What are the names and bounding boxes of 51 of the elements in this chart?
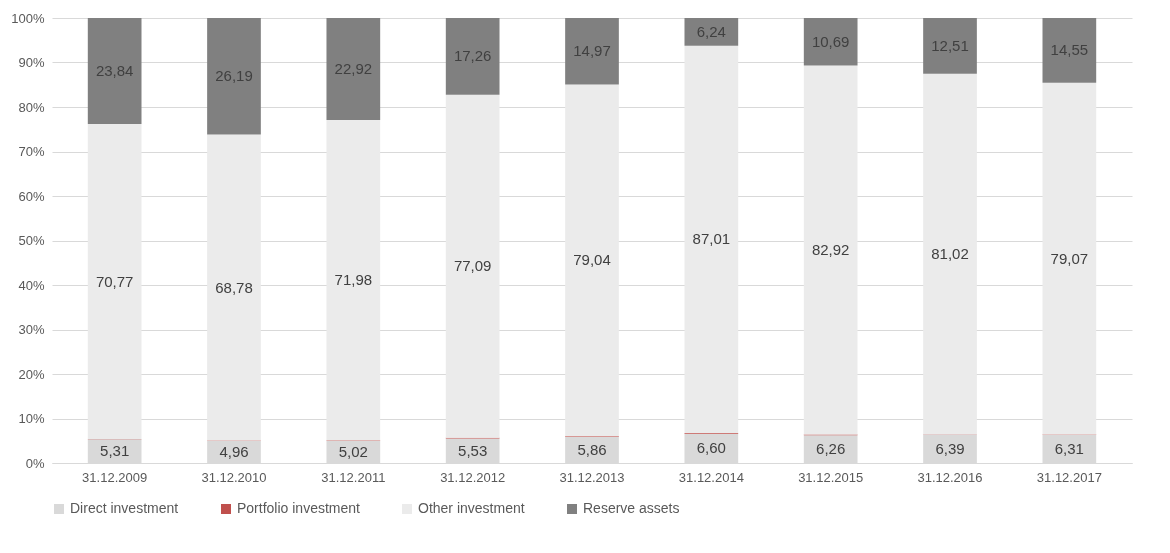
data-label: 81,02 xyxy=(931,244,969,262)
legend-label: Direct investment xyxy=(70,500,179,516)
data-label: 5,02 xyxy=(338,442,368,460)
x-tick-label: 31.12.2012 xyxy=(440,469,506,485)
y-tick-label: 20% xyxy=(18,366,45,382)
legend-label: Reserve assets xyxy=(583,500,680,516)
data-label: 22,92 xyxy=(334,60,373,77)
data-label: 5,53 xyxy=(458,441,488,459)
data-label: 6,31 xyxy=(1054,439,1084,457)
x-tick-label: 31.12.2017 xyxy=(1036,469,1102,485)
data-label: 71,98 xyxy=(334,271,373,289)
y-tick-label: 90% xyxy=(18,55,45,70)
data-label: 14,97 xyxy=(573,42,611,60)
data-label: 87,01 xyxy=(692,230,731,248)
y-tick-label: 80% xyxy=(18,99,45,115)
data-label: 6,24 xyxy=(696,22,726,40)
data-label: 68,78 xyxy=(215,278,253,296)
data-label: 26,19 xyxy=(215,67,253,85)
x-tick-label: 31.12.2013 xyxy=(559,469,625,485)
y-tick-label: 50% xyxy=(18,233,45,248)
data-label: 79,07 xyxy=(1050,249,1089,267)
x-tick-label: 31.12.2016 xyxy=(917,469,983,485)
data-label: 12,51 xyxy=(931,36,969,54)
x-tick-label: 31.12.2015 xyxy=(798,469,864,485)
data-label: 82,92 xyxy=(811,241,850,259)
data-label: 70,77 xyxy=(95,272,134,290)
x-tick-label: 31.12.2014 xyxy=(678,469,744,485)
data-label: 77,09 xyxy=(453,257,492,275)
data-label: 17,26 xyxy=(453,47,492,65)
data-label: 5,86 xyxy=(577,440,607,458)
x-tick-label: 31.12.2011 xyxy=(321,469,386,485)
data-label: 10,69 xyxy=(811,32,850,50)
data-label: 5,31 xyxy=(100,442,130,460)
y-tick-label: 0% xyxy=(25,455,45,471)
y-tick-label: 40% xyxy=(18,277,45,293)
x-tick-label: 31.12.2009 xyxy=(82,469,148,485)
y-tick-label: 60% xyxy=(18,188,45,204)
x-tick-label: 31.12.2010 xyxy=(201,469,267,485)
y-tick-label: 10% xyxy=(18,411,45,426)
data-label: 6,26 xyxy=(816,440,846,458)
legend-label: Other investment xyxy=(418,500,525,516)
y-tick-label: 70% xyxy=(18,144,45,159)
data-label: 6,39 xyxy=(935,439,965,457)
y-tick-label: 30% xyxy=(18,322,45,337)
data-label: 23,84 xyxy=(95,62,134,80)
data-label: 14,55 xyxy=(1050,41,1089,59)
legend-label: Portfolio investment xyxy=(237,500,361,516)
y-tick-label: 100% xyxy=(11,10,45,26)
data-label: 79,04 xyxy=(573,251,611,269)
data-label: 4,96 xyxy=(219,442,249,460)
data-label: 6,60 xyxy=(696,439,726,457)
